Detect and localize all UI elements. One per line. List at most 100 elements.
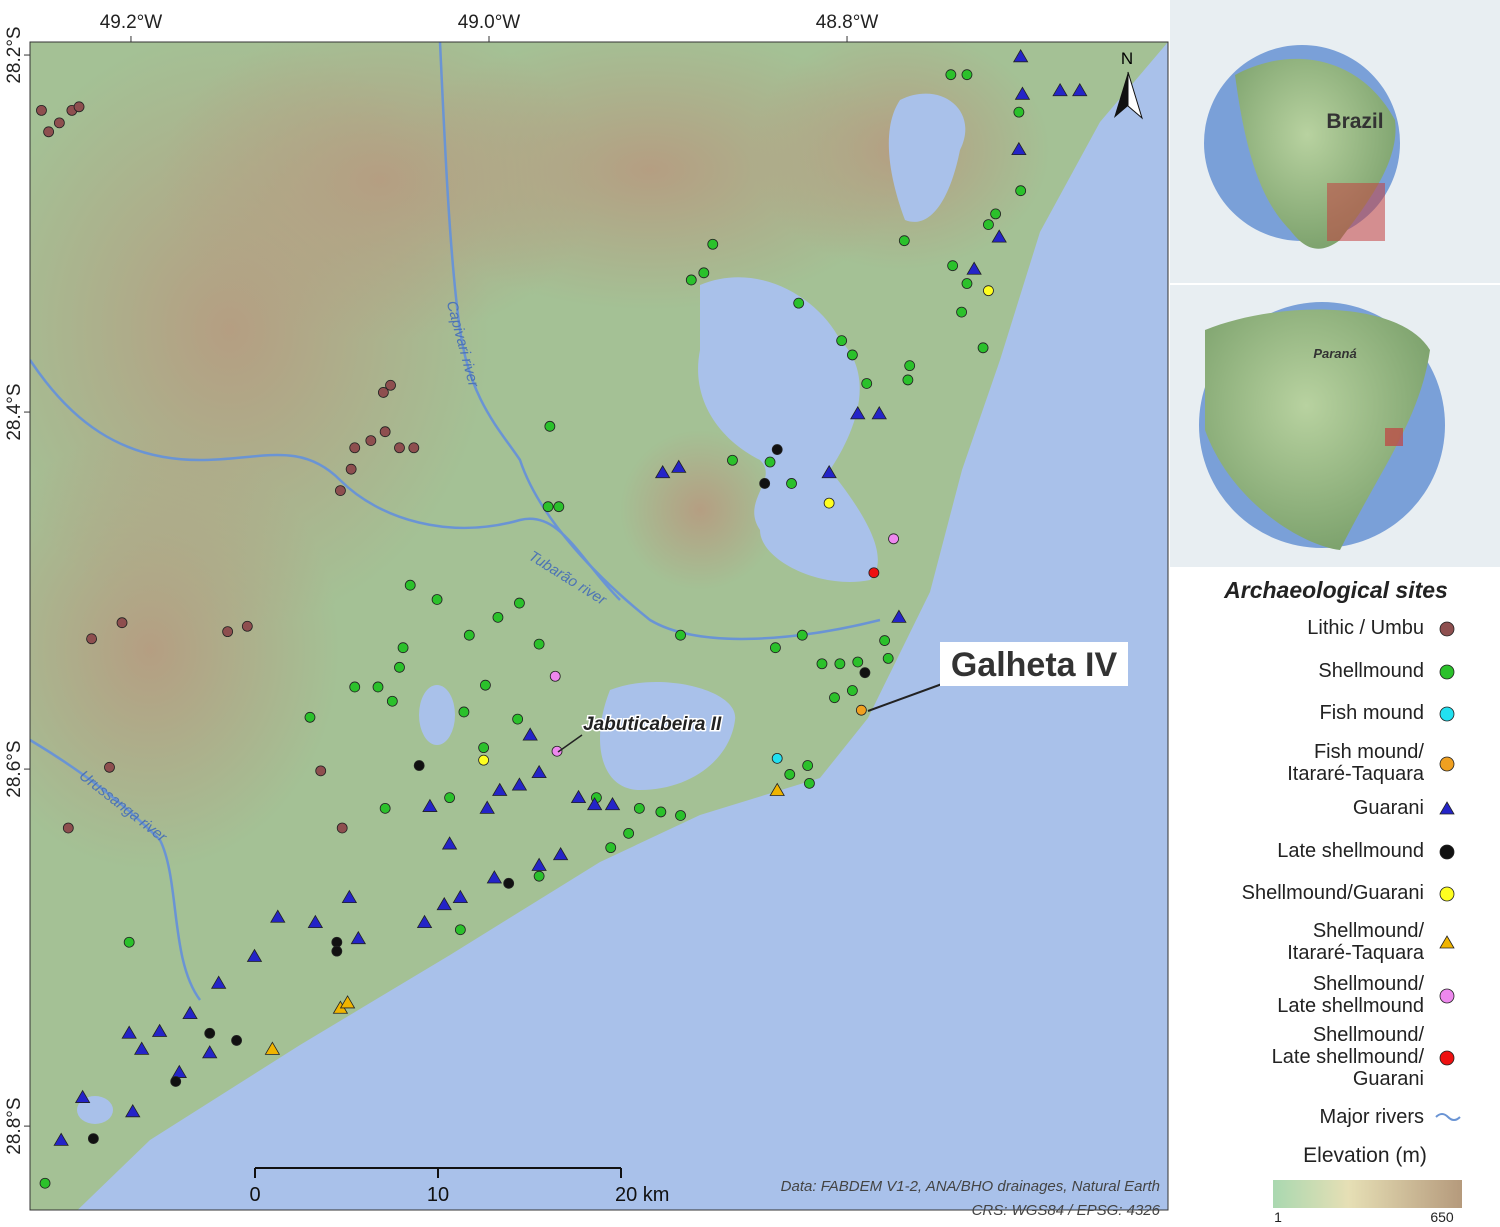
site	[246, 948, 263, 962]
site	[961, 69, 973, 81]
site	[182, 1005, 198, 1020]
inset-extent	[1327, 183, 1385, 241]
leader-line	[557, 734, 583, 753]
leader-line	[867, 683, 943, 712]
site	[902, 374, 914, 386]
site	[62, 822, 74, 834]
site	[769, 782, 785, 796]
site	[544, 420, 556, 432]
legend-label: Shellmound/ Itararé-Taquara	[1287, 920, 1424, 964]
scale-label: 0	[249, 1184, 260, 1206]
site	[394, 661, 405, 673]
north-arrow	[1127, 71, 1143, 120]
elevation-ticks: 1 650	[1274, 1209, 1454, 1225]
sites	[36, 49, 1088, 1189]
legend-marker	[1439, 706, 1455, 722]
inset-label: Brazil	[1326, 110, 1383, 133]
legend-title: Elevation (m)	[1303, 1144, 1427, 1167]
site	[1011, 141, 1027, 156]
x-tick-label: 49.2°W	[100, 12, 163, 33]
site	[1015, 185, 1027, 197]
north-arrow	[1114, 72, 1128, 118]
site	[850, 406, 866, 420]
site	[350, 930, 367, 945]
site	[336, 822, 348, 834]
site	[771, 444, 783, 455]
legend-label: Shellmound/Guarani	[1241, 882, 1424, 904]
site	[444, 792, 456, 804]
site	[898, 235, 910, 247]
site	[104, 761, 115, 773]
north-label: N	[1121, 49, 1133, 68]
site	[463, 629, 475, 641]
site	[1013, 106, 1025, 118]
site	[36, 104, 47, 116]
site	[623, 827, 635, 839]
site	[821, 464, 837, 479]
inset-label: Paraná	[1313, 346, 1356, 361]
site	[759, 478, 771, 489]
legend-marker	[1439, 935, 1455, 949]
site	[675, 629, 686, 641]
site	[379, 426, 391, 438]
site	[852, 656, 864, 668]
site	[633, 802, 645, 814]
site	[345, 463, 357, 475]
annotation: Jabuticabeira II	[583, 714, 722, 735]
site	[53, 1132, 69, 1146]
site	[891, 609, 907, 623]
site	[503, 877, 515, 889]
site	[441, 836, 458, 850]
site	[947, 260, 959, 272]
site	[685, 274, 697, 286]
site	[202, 1045, 218, 1059]
site	[151, 1023, 168, 1037]
site	[270, 909, 286, 923]
site	[531, 857, 547, 871]
site	[956, 306, 967, 318]
legend-label: Late shellmound	[1277, 840, 1424, 862]
site	[522, 727, 538, 741]
legend-marker	[1439, 1050, 1455, 1066]
site	[786, 478, 797, 489]
legend-marker	[1439, 935, 1455, 949]
site	[331, 945, 343, 957]
annotation: Galheta IV	[951, 646, 1118, 684]
site	[386, 695, 398, 707]
site	[829, 692, 840, 704]
elevation-label: 650	[1430, 1209, 1454, 1225]
site	[764, 456, 776, 468]
site	[823, 497, 835, 509]
site	[771, 752, 783, 764]
site	[307, 914, 324, 928]
site	[671, 459, 687, 473]
site	[349, 442, 361, 454]
site	[570, 789, 587, 804]
legend-marker	[1439, 664, 1455, 680]
site	[654, 464, 671, 479]
site	[478, 754, 490, 766]
site	[871, 406, 887, 420]
scale-bar: 0 10 20 km	[249, 1167, 669, 1206]
map-frame	[29, 41, 1169, 1211]
legend-river	[1435, 1113, 1461, 1121]
site	[365, 435, 377, 447]
site	[123, 936, 135, 948]
site	[372, 681, 384, 693]
site	[385, 379, 396, 391]
basemap: Capivari river Tubarão river Urussanga r…	[30, 42, 1168, 1210]
site	[542, 501, 554, 513]
site	[796, 629, 808, 641]
site	[533, 870, 545, 882]
legend-label: Fish mound	[1319, 702, 1425, 724]
site	[1072, 82, 1088, 97]
x-tick-label: 49.0°W	[458, 12, 521, 33]
site	[134, 1041, 150, 1055]
site	[53, 117, 65, 129]
site	[983, 285, 994, 297]
site	[222, 626, 234, 638]
legend-marker	[1439, 988, 1455, 1004]
site	[727, 454, 738, 466]
site	[888, 533, 899, 545]
annotation-box	[940, 642, 1128, 686]
